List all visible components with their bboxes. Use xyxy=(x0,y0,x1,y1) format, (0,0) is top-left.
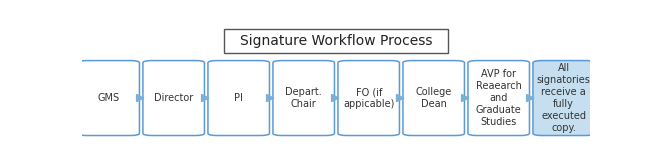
FancyBboxPatch shape xyxy=(224,29,448,53)
FancyBboxPatch shape xyxy=(403,61,464,136)
Text: Signature Workflow Process: Signature Workflow Process xyxy=(240,34,432,48)
Text: Depart.
Chair: Depart. Chair xyxy=(285,87,322,109)
Text: FO (if
appicable): FO (if appicable) xyxy=(343,87,394,109)
FancyBboxPatch shape xyxy=(468,61,529,136)
Text: PI: PI xyxy=(234,93,243,103)
FancyBboxPatch shape xyxy=(273,61,335,136)
Text: Director: Director xyxy=(154,93,194,103)
FancyBboxPatch shape xyxy=(208,61,270,136)
Text: All
signatories
receive a
fully
executed
copy.: All signatories receive a fully executed… xyxy=(537,63,590,133)
Text: College
Dean: College Dean xyxy=(416,87,452,109)
FancyBboxPatch shape xyxy=(533,61,594,136)
Text: AVP for
Reaearch
and
Graduate
Studies: AVP for Reaearch and Graduate Studies xyxy=(476,69,522,127)
FancyBboxPatch shape xyxy=(338,61,400,136)
FancyBboxPatch shape xyxy=(143,61,205,136)
Text: GMS: GMS xyxy=(98,93,120,103)
FancyBboxPatch shape xyxy=(78,61,140,136)
